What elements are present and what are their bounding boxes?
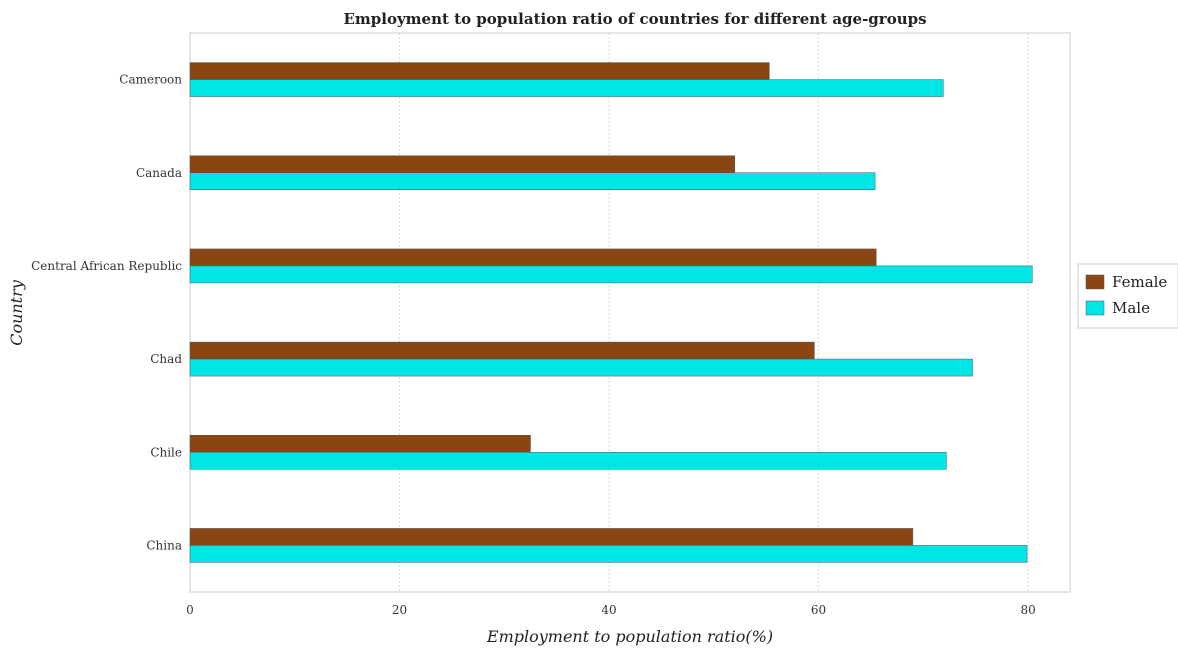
x-tick-label: 20 [392,603,407,617]
x-tick-labels: 0 20 40 60 80 [186,603,1036,617]
y-tick-label: Cameroon [119,73,182,87]
legend-swatch-male [1085,300,1105,316]
bar-female-chad [189,341,815,360]
plot-frame [189,32,1071,593]
bar-male-canada [189,172,876,190]
legend-swatch-female [1085,274,1105,290]
x-tick-label: 0 [186,603,194,617]
y-tick-label: Chad [150,352,182,366]
chart-title: Employment to population ratio of countr… [343,10,926,28]
legend: Female Male [1077,263,1178,329]
y-tick-label: Canada [136,166,182,180]
bar-female-canada [189,155,736,173]
bar-female-china [189,528,914,546]
bar-male-china [189,545,1028,563]
bars [189,62,1033,563]
x-tick-label: 80 [1020,603,1035,617]
x-tick-label: 60 [811,603,826,617]
bar-male-chile [189,452,947,470]
grid [189,33,1029,592]
y-tick-labels: Cameroon Canada Central African Republic Ch… [31,73,182,553]
legend-label-female: Female [1112,273,1167,291]
y-axis-label: Country [7,279,26,346]
y-tick-label: Chile [150,445,182,459]
legend-label-male: Male [1112,299,1150,317]
bar-male-chad [189,358,973,377]
y-tick-label: China [146,538,182,552]
y-tick-label: Central African Republic [31,259,182,273]
legend-box [1077,263,1178,329]
bar-female-central-african-republic [189,248,877,267]
bar-female-cameroon [189,62,770,80]
bar-female-chile [189,435,531,453]
x-axis-label: Employment to population ratio(%) [486,627,773,646]
x-tick-label: 40 [601,603,616,617]
bar-male-cameroon [189,79,944,97]
bar-male-central-african-republic [189,265,1033,284]
